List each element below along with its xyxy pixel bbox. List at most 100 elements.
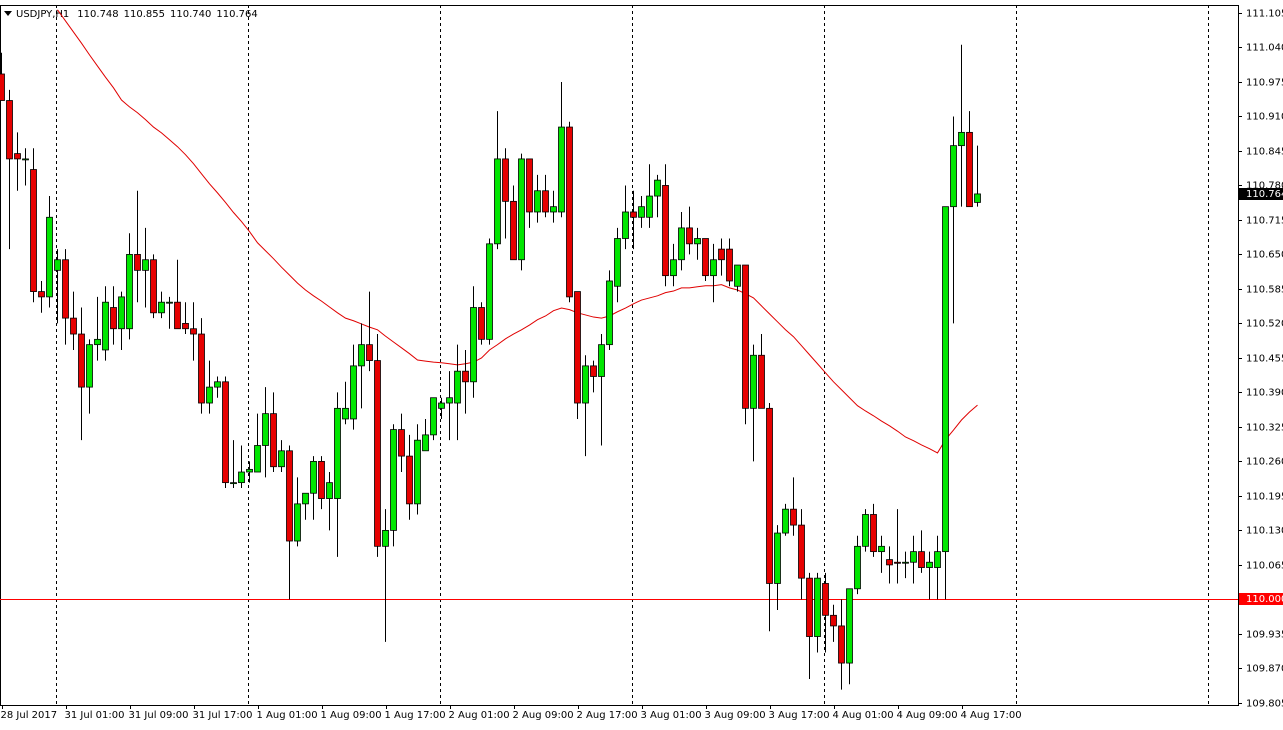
candle-body (0, 73, 5, 101)
y-tick-label: 109.805 (1246, 699, 1283, 710)
candle-body (150, 259, 157, 314)
candle-body (46, 216, 53, 298)
candle-body (366, 344, 373, 361)
plot-frame (0, 5, 1239, 706)
x-tick-label: 1 Aug 17:00 (385, 710, 446, 721)
candle-body (774, 532, 781, 584)
candle-body (302, 492, 309, 505)
candle-body (470, 307, 477, 383)
candle-body (574, 291, 581, 404)
candle-body (478, 307, 485, 340)
candle-body (678, 227, 685, 261)
candle-body (718, 248, 725, 261)
candle-body (62, 259, 69, 319)
candle-body (806, 577, 813, 637)
candle-body (614, 238, 621, 287)
candle-body (390, 429, 397, 531)
candle-body (166, 301, 173, 304)
candle-body (646, 195, 653, 218)
candle-body (606, 280, 613, 346)
candle-body (446, 397, 453, 404)
candle-body (318, 461, 325, 499)
candle-body (838, 625, 845, 664)
x-tick-label: 31 Jul 17:00 (193, 710, 253, 721)
x-tick-label: 31 Jul 09:00 (129, 710, 189, 721)
candle-body (278, 450, 285, 468)
candle-body (78, 333, 85, 388)
candle-body (742, 264, 749, 409)
candle-body (254, 445, 261, 473)
candle-body (398, 429, 405, 457)
candle-body (894, 561, 901, 564)
candle-body (206, 386, 213, 404)
candle-body (510, 200, 517, 261)
level-label: 110.000 (1246, 594, 1283, 605)
candle-body (286, 450, 293, 542)
y-tick-label: 110.585 (1246, 285, 1283, 296)
x-tick-label: 4 Aug 09:00 (897, 710, 958, 721)
y-tick-label: 110.845 (1246, 147, 1283, 158)
y-tick-label: 109.935 (1246, 630, 1283, 641)
candle-body (726, 248, 733, 282)
candle-body (118, 296, 125, 330)
menu-arrow (4, 11, 12, 16)
candle-body (966, 131, 973, 208)
candle-body (702, 238, 709, 277)
candle-body (582, 365, 589, 404)
candle-body (686, 227, 693, 245)
candle-body (22, 158, 29, 161)
x-tick-label: 2 Aug 09:00 (513, 710, 574, 721)
x-tick-label: 3 Aug 17:00 (769, 710, 830, 721)
candle-body (54, 259, 61, 271)
candle-body (142, 259, 149, 271)
candle-body (950, 145, 957, 208)
candle-body (214, 381, 221, 388)
candle-body (878, 545, 885, 553)
candle-body (974, 193, 981, 203)
y-tick-label: 110.520 (1246, 319, 1283, 330)
candle-body (30, 169, 37, 292)
candle-body (334, 407, 341, 499)
candle-body (342, 407, 349, 420)
candle-body (430, 397, 437, 436)
x-tick-label: 1 Aug 09:00 (321, 710, 382, 721)
candle-body (358, 344, 365, 367)
candle-body (110, 307, 117, 330)
candle-body (134, 254, 141, 271)
candle-body (94, 338, 101, 346)
y-tick-label: 109.870 (1246, 664, 1283, 675)
quote-value: 110.748 (77, 9, 118, 20)
y-tick-label: 110.195 (1246, 492, 1283, 503)
candle-body (190, 328, 197, 335)
candle-body (246, 468, 253, 473)
candle-body (126, 254, 133, 330)
candle-body (758, 354, 765, 409)
candle-body (934, 551, 941, 568)
candle-body (670, 259, 677, 277)
candle-body (454, 370, 461, 404)
candle-body (566, 126, 573, 298)
y-tick-label: 111.040 (1246, 43, 1283, 54)
x-tick-label: 28 Jul 2017 (1, 710, 58, 721)
y-tick-label: 110.325 (1246, 423, 1283, 434)
y-tick-label: 110.975 (1246, 78, 1283, 89)
y-tick-label: 110.910 (1246, 112, 1283, 123)
candle-body (222, 381, 229, 484)
candle-body (38, 291, 45, 298)
candle-body (350, 365, 357, 420)
candle-body (902, 561, 909, 564)
x-tick-label: 2 Aug 17:00 (577, 710, 638, 721)
candle-body (870, 514, 877, 553)
candle-body (862, 514, 869, 547)
level-box (1239, 593, 1283, 605)
last-price-box (1239, 188, 1283, 200)
x-tick-label: 1 Aug 01:00 (257, 710, 318, 721)
x-tick-label: 2 Aug 01:00 (449, 710, 510, 721)
candle-body (662, 185, 669, 277)
candle-body (14, 153, 21, 160)
y-tick-label: 110.390 (1246, 388, 1283, 399)
candle-body (830, 614, 837, 627)
candle-body (590, 365, 597, 377)
